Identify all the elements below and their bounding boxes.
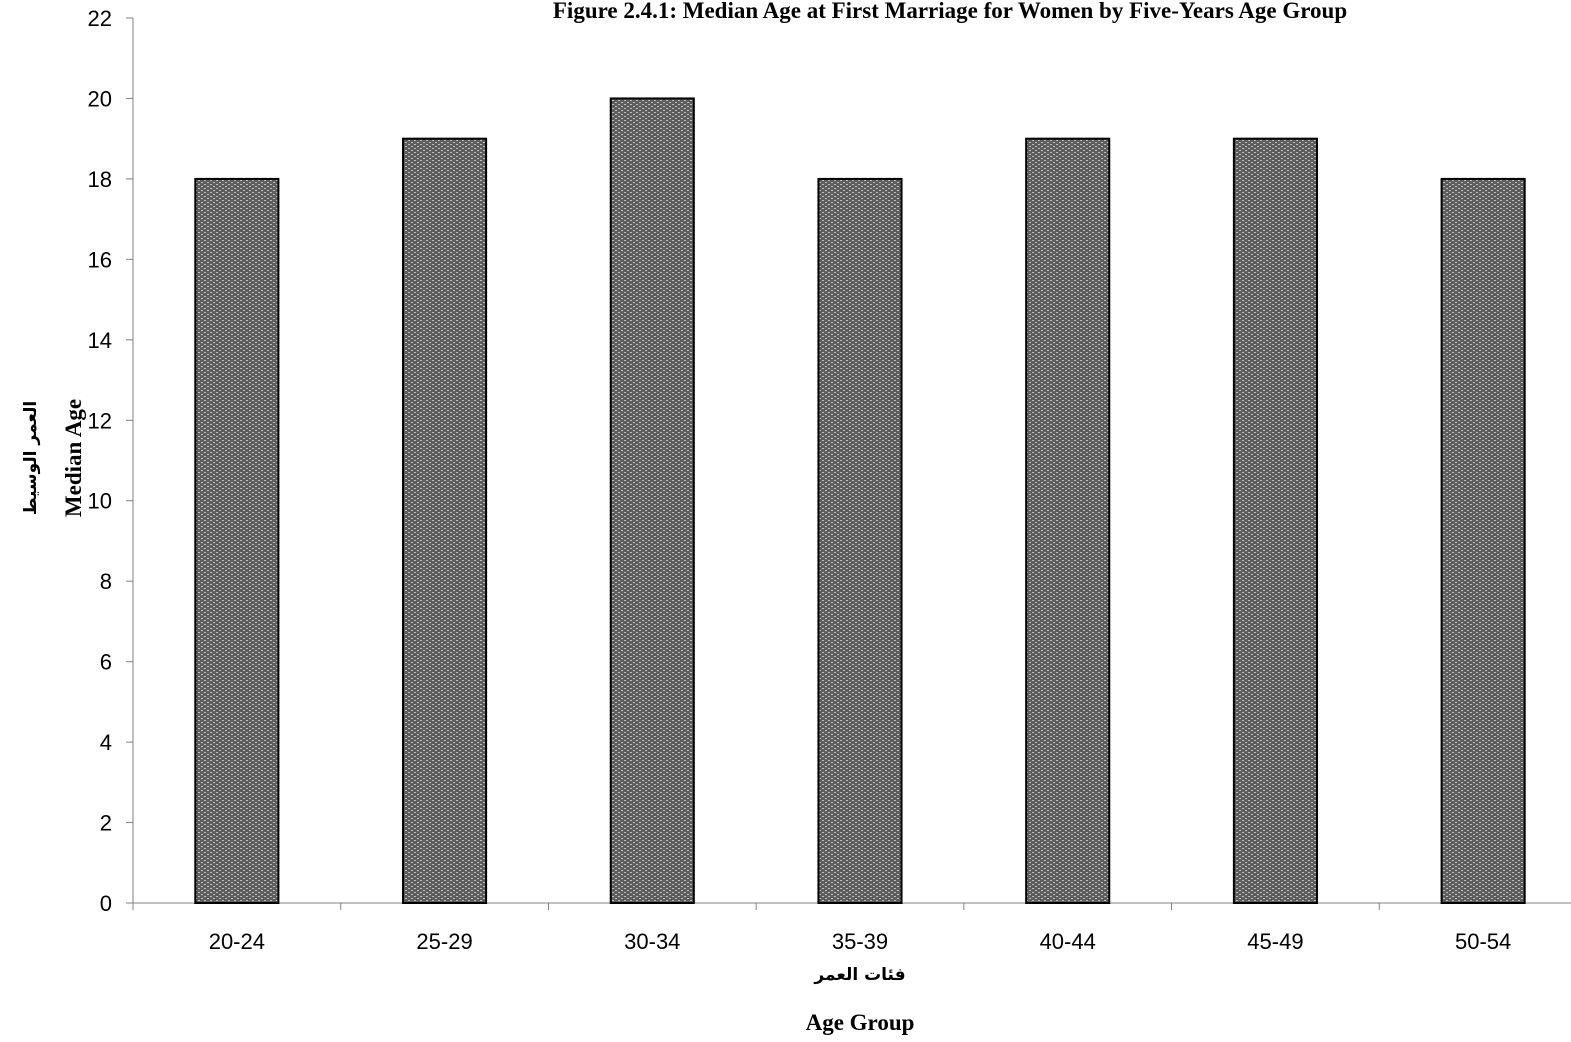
y-axis: 0 2 4 6 8 10 12 14 16 18 20 22 <box>88 6 134 916</box>
y-tick-label: 14 <box>88 328 112 353</box>
bars <box>194 97 1526 905</box>
bar-20-24 <box>194 177 280 904</box>
x-axis-label: Age Group <box>806 1010 915 1035</box>
y-tick-label: 22 <box>88 6 112 31</box>
x-tick-label: 35-39 <box>832 929 888 954</box>
y-axis-label-arabic: العمر الوسيط <box>21 401 41 515</box>
x-axis-label-arabic: فئات العمر <box>813 965 905 985</box>
y-tick-label: 10 <box>88 489 112 514</box>
bar-45-49 <box>1232 137 1318 904</box>
x-axis: 20-24 25-29 30-34 35-39 40-44 45-49 50-54 <box>132 902 1571 954</box>
bar-35-39 <box>817 177 903 904</box>
x-tick-label: 25-29 <box>416 929 472 954</box>
bar-50-54 <box>1440 177 1526 904</box>
bar-30-34 <box>609 97 695 905</box>
x-tick-label: 45-49 <box>1247 929 1303 954</box>
y-axis-label: Median Age <box>61 399 86 517</box>
y-tick-label: 8 <box>100 569 112 594</box>
y-tick-label: 6 <box>100 650 112 675</box>
y-tick-label: 12 <box>88 408 112 433</box>
y-tick-label: 0 <box>100 891 112 916</box>
x-tick-label: 40-44 <box>1040 929 1096 954</box>
x-tick-label: 30-34 <box>624 929 680 954</box>
bar-40-44 <box>1025 137 1111 904</box>
bar-25-29 <box>402 137 488 904</box>
x-tick-label: 50-54 <box>1455 929 1511 954</box>
chart-title: Figure 2.4.1: Median Age at First Marria… <box>553 0 1347 23</box>
y-tick-label: 4 <box>100 730 112 755</box>
y-tick-label: 20 <box>88 86 112 111</box>
y-tick-label: 2 <box>100 811 112 836</box>
x-tick-label: 20-24 <box>209 929 265 954</box>
y-tick-label: 16 <box>88 247 112 272</box>
y-tick-label: 18 <box>88 167 112 192</box>
